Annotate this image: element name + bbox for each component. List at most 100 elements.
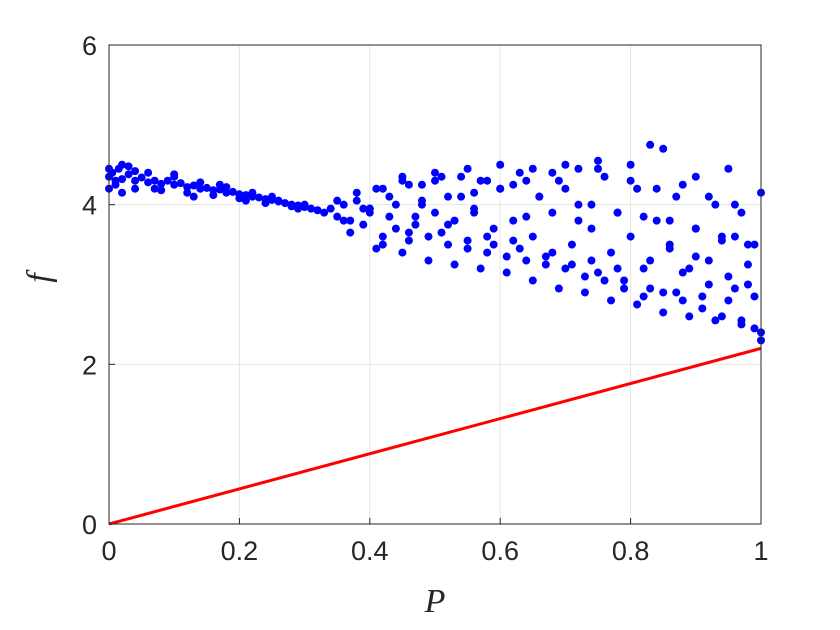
- scatter-point: [724, 164, 733, 173]
- scatter-point: [444, 240, 453, 249]
- scatter-point: [554, 176, 563, 185]
- scatter-point: [470, 208, 479, 217]
- scatter-point: [587, 224, 596, 233]
- scatter-point: [711, 200, 720, 209]
- scatter-point: [561, 264, 570, 273]
- scatter-point: [261, 199, 270, 208]
- scatter-point: [313, 206, 322, 215]
- scatter-point: [743, 260, 752, 269]
- scatter-point: [300, 200, 309, 209]
- scatter-point: [281, 199, 290, 208]
- scatter-point: [587, 256, 596, 265]
- scatter-point: [209, 191, 218, 200]
- scatter-point: [600, 172, 609, 181]
- scatter-point: [594, 268, 602, 277]
- y-tick-label: 2: [82, 350, 97, 380]
- scatter-point: [704, 192, 713, 201]
- scatter-point: [541, 252, 550, 261]
- scatter-point: [111, 180, 120, 189]
- scatter-point: [574, 216, 583, 225]
- scatter-point: [750, 240, 759, 249]
- scatter-point: [509, 216, 518, 225]
- scatter-point: [678, 268, 687, 277]
- scatter-point: [685, 264, 694, 273]
- scatter-point: [561, 184, 570, 193]
- scatter-point: [613, 208, 622, 217]
- scatter-point: [483, 248, 492, 257]
- x-tick-label: 0.6: [481, 536, 519, 566]
- scatter-point: [404, 180, 413, 189]
- scatter-point: [535, 192, 544, 201]
- scatter-point: [502, 268, 511, 277]
- scatter-point: [646, 140, 655, 149]
- scatter-point: [274, 196, 283, 205]
- y-tick-label: 6: [82, 31, 97, 61]
- scatter-point: [294, 204, 303, 213]
- series-line: [108, 346, 762, 526]
- y-tick-label: 0: [82, 510, 97, 540]
- scatter-point: [457, 172, 466, 181]
- scatter-point: [639, 212, 648, 221]
- scatter-point: [235, 194, 244, 203]
- scatter-point: [118, 188, 127, 197]
- scatter-point: [724, 296, 733, 305]
- scatter-point: [730, 284, 739, 293]
- scatter-point: [607, 296, 616, 305]
- scatter-point: [691, 224, 700, 233]
- scatter-point: [189, 192, 198, 201]
- scatter-point: [691, 252, 700, 261]
- series-lines: [108, 346, 762, 526]
- scatter-point: [339, 216, 348, 225]
- scatter-point: [391, 224, 400, 233]
- scatter-point: [398, 172, 407, 181]
- scatter-point: [333, 212, 342, 221]
- scatter-point: [411, 212, 420, 221]
- scatter-point: [633, 300, 642, 309]
- scatter-point: [580, 272, 589, 281]
- scatter-point: [417, 180, 426, 189]
- scatter-point: [704, 280, 713, 289]
- scatter-point: [509, 236, 518, 245]
- scatter-point: [144, 168, 153, 177]
- scatter-point: [594, 156, 602, 165]
- scatter-point: [613, 264, 622, 273]
- scatter-point: [163, 176, 172, 185]
- scatter-point: [685, 312, 694, 321]
- scatter-point: [176, 179, 185, 188]
- scatter-point: [450, 216, 459, 225]
- scatter-point: [743, 240, 752, 249]
- scatter-point: [528, 164, 537, 173]
- scatter-point: [346, 228, 355, 237]
- scatter-point: [594, 164, 602, 173]
- scatter-point: [522, 176, 531, 185]
- scatter-point: [600, 276, 609, 285]
- scatter-point: [170, 172, 179, 181]
- scatter-point: [131, 167, 140, 176]
- scatter-point: [254, 193, 263, 202]
- x-tick-label: 1: [753, 536, 768, 566]
- scatter-point: [131, 176, 140, 185]
- plot-frame: [108, 44, 762, 525]
- scatter-point: [672, 288, 681, 297]
- scatter-point: [424, 256, 433, 265]
- scatter-point: [437, 172, 446, 181]
- scatter-point: [489, 240, 498, 249]
- scatter-point: [385, 192, 394, 201]
- scatter-point: [411, 220, 420, 229]
- scatter-point: [567, 240, 576, 249]
- plot-area: [109, 45, 761, 524]
- scatter-point: [359, 204, 368, 213]
- scatter-point: [691, 172, 700, 181]
- scatter-point: [241, 196, 250, 205]
- scatter-point: [652, 216, 661, 225]
- scatter-point: [385, 212, 394, 221]
- scatter-points: [105, 140, 765, 345]
- scatter-point: [170, 180, 179, 189]
- scatter-point: [437, 228, 446, 237]
- scatter-point: [548, 168, 557, 177]
- scatter-point: [489, 224, 498, 233]
- x-axis-label: P: [424, 583, 446, 620]
- scatter-point: [222, 183, 231, 192]
- scatter-point: [711, 316, 720, 325]
- scatter-point: [717, 236, 726, 245]
